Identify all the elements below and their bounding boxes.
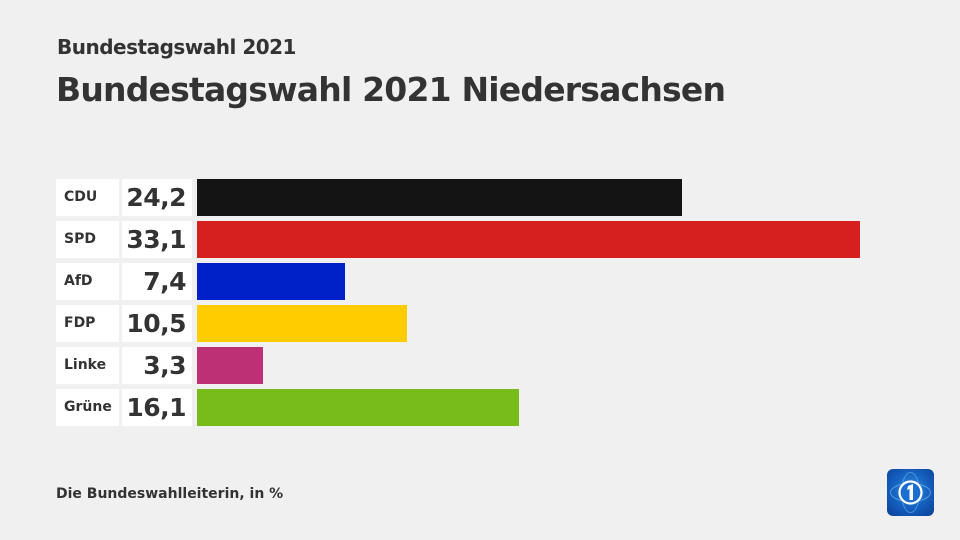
party-value: 7,4 xyxy=(122,263,192,300)
tagesschau-logo-icon xyxy=(887,469,934,516)
source-note: Die Bundeswahlleiterin, in % xyxy=(56,486,284,502)
bar xyxy=(197,179,682,216)
chart-subtitle: Bundestagswahl 2021 xyxy=(57,35,296,59)
party-value: 16,1 xyxy=(122,389,192,426)
bar xyxy=(197,263,345,300)
party-value: 24,2 xyxy=(122,179,192,216)
party-label: Grüne xyxy=(56,389,119,426)
party-value: 3,3 xyxy=(122,347,192,384)
party-label: AfD xyxy=(56,263,119,300)
globe-one-icon xyxy=(890,472,931,513)
bar xyxy=(197,305,407,342)
party-label: Linke xyxy=(56,347,119,384)
bar xyxy=(197,389,519,426)
party-value: 33,1 xyxy=(122,221,192,258)
bar xyxy=(197,347,263,384)
party-label: CDU xyxy=(56,179,119,216)
party-value: 10,5 xyxy=(122,305,192,342)
chart-title: Bundestagswahl 2021 Niedersachsen xyxy=(56,70,726,109)
party-label: FDP xyxy=(56,305,119,342)
bar xyxy=(197,221,860,258)
party-label: SPD xyxy=(56,221,119,258)
